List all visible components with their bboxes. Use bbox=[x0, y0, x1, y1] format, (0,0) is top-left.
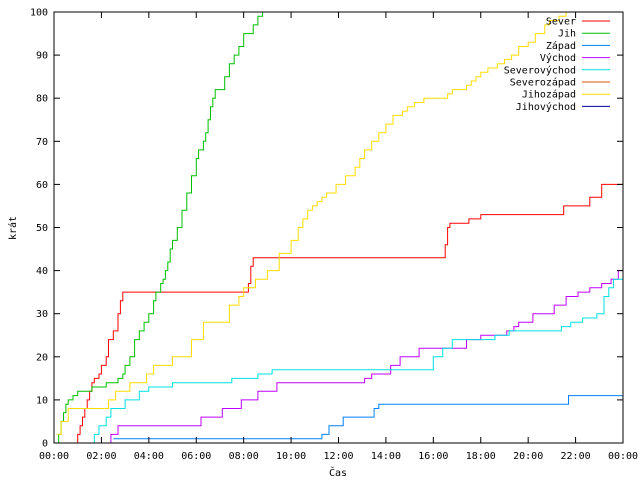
x-axis-label: Čas bbox=[329, 466, 347, 479]
x-tick-label: 12:00 bbox=[323, 451, 353, 462]
legend-label: Severozápad bbox=[510, 77, 576, 89]
x-tick-label: 18:00 bbox=[466, 451, 496, 462]
y-tick-label: 60 bbox=[36, 180, 48, 191]
x-tick-label: 04:00 bbox=[134, 451, 164, 462]
y-axis-label: krát bbox=[7, 216, 19, 240]
x-tick-label: 00:00 bbox=[39, 451, 69, 462]
y-tick-label: 70 bbox=[36, 137, 48, 148]
y-tick-label: 0 bbox=[42, 439, 48, 450]
x-tick-label: 00:00 bbox=[608, 451, 638, 462]
series-line-4 bbox=[103, 262, 623, 443]
x-tick-label: 06:00 bbox=[181, 451, 211, 462]
x-tick-label: 08:00 bbox=[229, 451, 259, 462]
series-line-5 bbox=[89, 270, 623, 443]
x-tick-label: 22:00 bbox=[561, 451, 591, 462]
x-tick-label: 02:00 bbox=[86, 451, 116, 462]
plot-frame bbox=[53, 11, 624, 444]
y-tick-label: 80 bbox=[36, 94, 48, 105]
y-tick-label: 100 bbox=[30, 8, 48, 19]
legend-label: Sever bbox=[546, 17, 576, 28]
y-tick-label: 50 bbox=[36, 223, 48, 234]
series-line-1 bbox=[75, 183, 623, 443]
axes-layer: 0 10 20 30 40 50 60 70 80 90 100 00:00 02:00 04:00 06:… bbox=[30, 8, 638, 463]
legend-label: Jihovýchod bbox=[516, 101, 576, 113]
y-tick-label: 20 bbox=[36, 352, 48, 363]
legend-label: Severovýchod bbox=[504, 64, 576, 76]
legend-label: Západ bbox=[546, 40, 576, 52]
legend-layer: SeverJihZápadVýchodSeverovýchodSeverozáp… bbox=[504, 17, 610, 113]
y-tick-label: 90 bbox=[36, 51, 48, 62]
series-line-2 bbox=[54, 12, 282, 443]
series-layer bbox=[54, 12, 623, 443]
x-tick-label: 10:00 bbox=[276, 451, 306, 462]
legend-label: Jihozápad bbox=[522, 89, 576, 101]
legend-label: Východ bbox=[540, 52, 576, 64]
y-tick-label: 10 bbox=[36, 395, 48, 406]
legend-label: Jih bbox=[558, 29, 576, 40]
x-tick-label: 20:00 bbox=[513, 451, 543, 462]
series-line-3 bbox=[113, 395, 623, 440]
x-tick-label: 14:00 bbox=[371, 451, 401, 462]
y-tick-label: 30 bbox=[36, 309, 48, 320]
y-tick-label: 40 bbox=[36, 266, 48, 277]
x-tick-label: 16:00 bbox=[418, 451, 448, 462]
series-line-7 bbox=[56, 12, 567, 435]
